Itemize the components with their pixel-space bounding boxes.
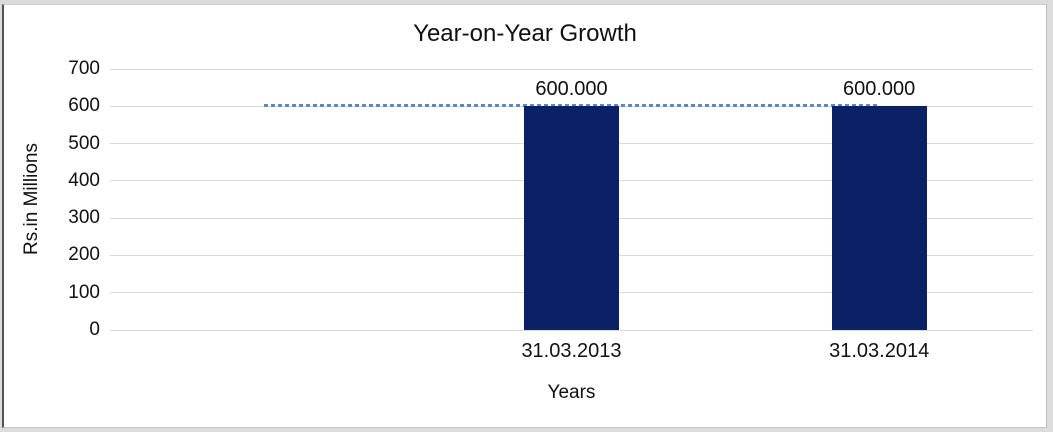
y-tick-label: 600 bbox=[68, 95, 100, 117]
dotted-reference-line bbox=[263, 104, 880, 108]
y-axis-tick-labels: 700 600 500 400 300 200 100 0 bbox=[40, 59, 100, 340]
gridline bbox=[110, 68, 1033, 70]
y-tick-label: 700 bbox=[68, 58, 100, 79]
x-category-label: 31.03.2013 bbox=[521, 340, 622, 362]
y-tick-label: 200 bbox=[68, 244, 100, 266]
y-tick-label: 0 bbox=[89, 319, 100, 340]
x-axis-category-labels: 31.03.2013 31.03.2014 bbox=[110, 339, 1033, 365]
y-tick-label: 100 bbox=[68, 281, 100, 303]
x-axis-title: Years bbox=[547, 382, 596, 403]
bar bbox=[831, 106, 927, 330]
x-axis-line bbox=[110, 329, 1033, 331]
y-tick-label: 300 bbox=[68, 207, 100, 229]
x-category-label: 31.03.2014 bbox=[829, 340, 930, 362]
y-tick-label: 400 bbox=[68, 169, 100, 191]
plot-area: 600.000 600.000 bbox=[110, 68, 1033, 331]
bar-data-label: 600.000 bbox=[843, 78, 916, 101]
y-tick-label: 500 bbox=[68, 132, 100, 154]
chart-title: Year-on-Year Growth bbox=[413, 20, 637, 47]
chart-area: Year-on-Year Growth Rs.in Millions 700 60… bbox=[2, 4, 1047, 428]
bar-data-label: 600.000 bbox=[535, 78, 608, 101]
bar bbox=[524, 106, 619, 330]
